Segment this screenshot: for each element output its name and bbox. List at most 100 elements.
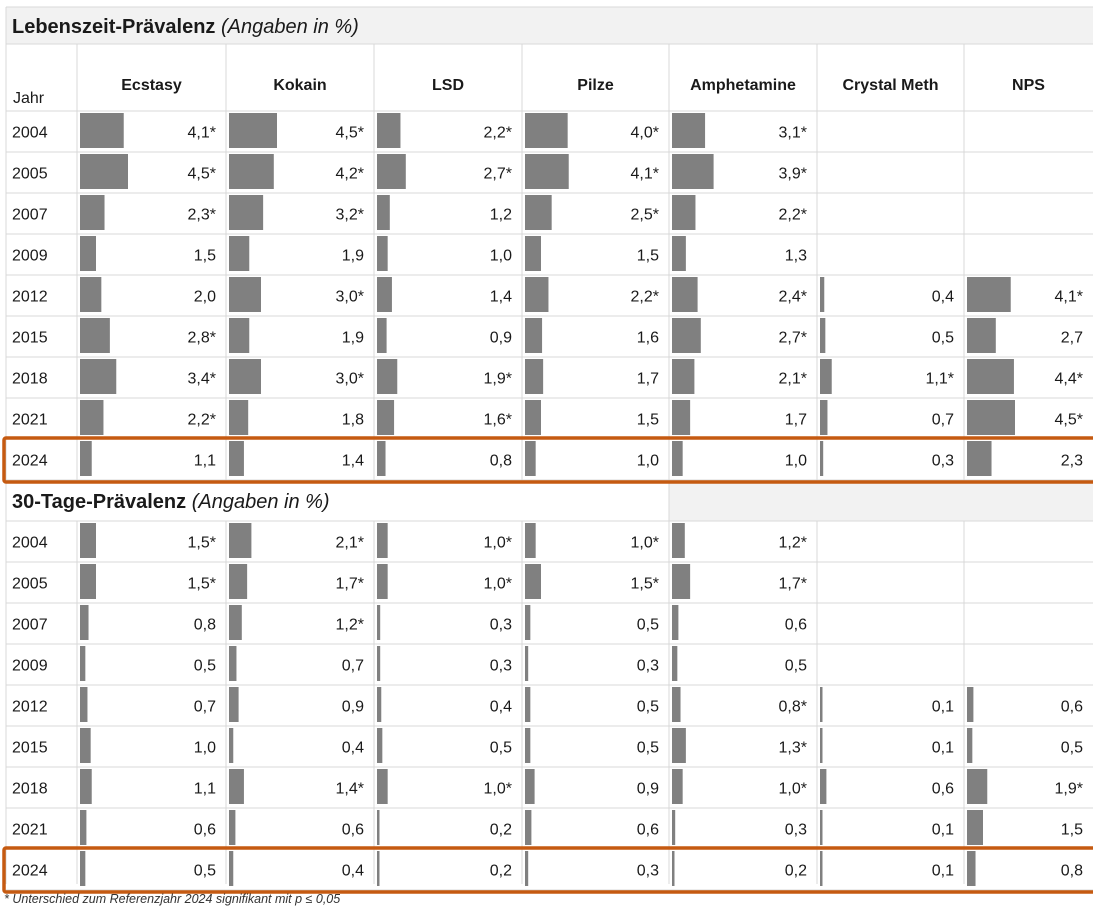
value-label-kokain-2007: 1,2* [336, 617, 364, 634]
value-label-amphetamine-2021: 1,7 [785, 412, 807, 429]
year-column-header: Jahr [13, 90, 45, 107]
bar-ecstasy-2021 [80, 810, 87, 845]
bar-crystal-meth-2018 [820, 359, 832, 394]
value-label-nps-2018: 1,9* [1055, 781, 1083, 798]
value-label-kokain-2012: 0,9 [342, 699, 364, 716]
value-label-kokain-2004: 2,1* [336, 535, 364, 552]
column-header-kokain: Kokain [273, 77, 326, 94]
bar-ecstasy-2015 [80, 728, 91, 763]
row-year-label: 2009 [12, 248, 48, 265]
column-header-pilze: Pilze [577, 77, 614, 94]
bar-ecstasy-2018 [80, 359, 117, 394]
value-label-lsd-2024: 0,8 [490, 453, 512, 470]
value-label-ecstasy-2004: 1,5* [188, 535, 216, 552]
value-label-nps-2012: 4,1* [1055, 289, 1083, 306]
value-label-nps-2018: 4,4* [1055, 371, 1083, 388]
bar-ecstasy-2012 [80, 277, 102, 312]
row-year-label: 2015 [12, 330, 48, 347]
value-label-kokain-2015: 0,4 [342, 740, 364, 757]
bar-lsd-2015 [377, 728, 383, 763]
bar-pilze-2015 [525, 728, 531, 763]
value-label-lsd-2005: 1,0* [484, 576, 512, 593]
value-label-pilze-2024: 0,3 [637, 863, 659, 880]
column-header-lsd: LSD [432, 77, 464, 94]
bar-ecstasy-2004 [80, 113, 124, 148]
bar-kokain-2024 [229, 441, 244, 476]
bar-amphetamine-2005 [672, 154, 714, 189]
value-label-amphetamine-2005: 1,7* [779, 576, 807, 593]
bar-pilze-2004 [525, 523, 536, 558]
bar-ecstasy-2024 [80, 441, 92, 476]
bar-crystal-meth-2015 [820, 318, 826, 353]
value-label-amphetamine-2024: 1,0 [785, 453, 807, 470]
bar-lsd-2009 [377, 236, 388, 271]
value-label-nps-2021: 4,5* [1055, 412, 1083, 429]
bar-pilze-2018 [525, 359, 544, 394]
bar-nps-2021 [967, 810, 983, 845]
value-label-lsd-2009: 0,3 [490, 658, 512, 675]
bar-pilze-2024 [525, 441, 536, 476]
bar-amphetamine-2004 [672, 113, 706, 148]
bar-lsd-2021 [377, 400, 395, 435]
value-label-pilze-2009: 0,3 [637, 658, 659, 675]
value-label-ecstasy-2018: 1,1 [194, 781, 216, 798]
value-label-pilze-2005: 1,5* [631, 576, 659, 593]
bar-pilze-2021 [525, 810, 532, 845]
bar-ecstasy-2005 [80, 154, 128, 189]
highlight-box-1 [2, 436, 1093, 484]
bar-lsd-2015 [377, 318, 387, 353]
value-label-lsd-2021: 0,2 [490, 822, 512, 839]
bar-nps-2018 [967, 359, 1014, 394]
row-year-label: 2007 [12, 207, 48, 224]
value-label-lsd-2004: 2,2* [484, 125, 512, 142]
value-label-amphetamine-2015: 1,3* [779, 740, 807, 757]
value-label-crystal-meth-2024: 0,1 [932, 863, 954, 880]
value-label-kokain-2018: 3,0* [336, 371, 364, 388]
value-label-kokain-2012: 3,0* [336, 289, 364, 306]
value-label-kokain-2004: 4,5* [336, 125, 364, 142]
bar-ecstasy-2009 [80, 236, 96, 271]
bar-kokain-2012 [229, 277, 261, 312]
bar-pilze-2004 [525, 113, 568, 148]
column-header-ecstasy: Ecstasy [121, 77, 182, 94]
value-label-lsd-2007: 1,2 [490, 207, 512, 224]
bar-lsd-2018 [377, 359, 398, 394]
value-label-pilze-2021: 1,5 [637, 412, 659, 429]
value-label-ecstasy-2012: 2,0 [194, 289, 216, 306]
value-label-kokain-2018: 1,4* [336, 781, 364, 798]
bar-crystal-meth-2024 [820, 441, 824, 476]
section-1-title: Lebenszeit-Prävalenz (Angaben in %) [12, 16, 359, 38]
bar-crystal-meth-2018 [820, 769, 827, 804]
value-label-pilze-2012: 0,5 [637, 699, 659, 716]
bar-lsd-2009 [377, 646, 381, 681]
bar-amphetamine-2018 [672, 769, 683, 804]
value-label-ecstasy-2009: 0,5 [194, 658, 216, 675]
bar-lsd-2018 [377, 769, 388, 804]
bar-amphetamine-2004 [672, 523, 685, 558]
value-label-lsd-2012: 1,4 [490, 289, 512, 306]
bar-ecstasy-2012 [80, 687, 88, 722]
row-year-label: 2018 [12, 371, 48, 388]
value-label-amphetamine-2012: 2,4* [779, 289, 807, 306]
bar-pilze-2012 [525, 277, 549, 312]
bar-lsd-2024 [377, 851, 380, 886]
bar-pilze-2005 [525, 564, 541, 599]
bar-ecstasy-2009 [80, 646, 86, 681]
bar-lsd-2012 [377, 277, 392, 312]
value-label-amphetamine-2018: 1,0* [779, 781, 807, 798]
bar-amphetamine-2009 [672, 646, 678, 681]
value-label-amphetamine-2007: 2,2* [779, 207, 807, 224]
value-label-pilze-2005: 4,1* [631, 166, 659, 183]
value-label-kokain-2005: 1,7* [336, 576, 364, 593]
bar-ecstasy-2007 [80, 605, 89, 640]
value-label-crystal-meth-2015: 0,1 [932, 740, 954, 757]
bar-pilze-2012 [525, 687, 531, 722]
bar-lsd-2004 [377, 523, 388, 558]
bar-nps-2024 [967, 441, 992, 476]
bar-lsd-2021 [377, 810, 380, 845]
bar-lsd-2004 [377, 113, 401, 148]
value-label-pilze-2015: 1,6 [637, 330, 659, 347]
bar-ecstasy-2004 [80, 523, 96, 558]
bar-amphetamine-2012 [672, 277, 698, 312]
